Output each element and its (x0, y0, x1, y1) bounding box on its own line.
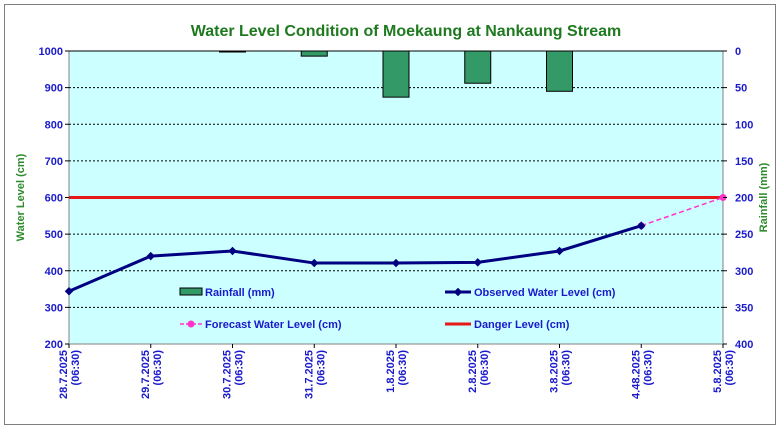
x-tick-label-line: (06:30) (724, 350, 736, 386)
legend-marker-forecast (187, 320, 195, 328)
observed-point (228, 246, 237, 256)
rainfall-bar (546, 50, 573, 92)
observed-point (64, 287, 74, 296)
rainfall-bar (300, 50, 328, 57)
x-tick-label: 30.7.2025(06:30) (222, 350, 246, 399)
x-tick-label-line: 4.48.2025 (630, 350, 642, 399)
y2-tick-label: 400 (735, 339, 753, 351)
y-tick-label: 1000 (39, 46, 63, 58)
x-tick-label-line: 2.8.2025 (467, 350, 479, 393)
y-tick-label: 300 (45, 302, 63, 314)
y2-tick-label: 350 (735, 302, 753, 314)
chart: 200 300 400 500 600 700 800 900 1000 0 50 100 150 200… (15, 23, 770, 399)
y-axis-title: Water Level (cm) (15, 153, 27, 241)
legend-label-danger: Danger Level (cm) (474, 319, 570, 331)
rainfall-bar (382, 50, 410, 98)
x-tick-label: 3.8.2025(06:30) (549, 350, 573, 393)
y2-tick-label: 0 (735, 46, 741, 58)
x-tick-label-line: (06:30) (234, 350, 246, 386)
legend-marker-observed (453, 287, 463, 297)
x-tick-label-line: 29.7.2025 (140, 350, 152, 399)
x-tick-label-line: (06:30) (315, 350, 327, 386)
y2-tick-label: 300 (735, 266, 753, 278)
x-tick-label: 4.48.2025(06:30) (630, 350, 654, 399)
rainfall-bar (464, 50, 492, 84)
x-tick-label-line: 31.7.2025 (303, 350, 315, 399)
forecast-line (641, 196, 724, 227)
x-tick-label: 5.8.2025(06:30) (712, 350, 736, 393)
x-tick-label-line: 30.7.2025 (222, 350, 234, 399)
observed-point (391, 258, 401, 268)
x-tick-label-line: 3.8.2025 (549, 350, 561, 393)
chart-frame: 200 300 400 500 600 700 800 900 1000 0 50 100 150 200… (4, 4, 776, 425)
y2-tick-label: 200 (735, 193, 753, 205)
rainfall-bar (219, 50, 246, 53)
observed-line (68, 224, 642, 293)
legend-label-observed: Observed Water Level (cm) (474, 287, 616, 299)
y2-tick-label: 250 (735, 229, 753, 241)
y2-tick-label: 100 (735, 119, 753, 131)
legend-label-forecast: Forecast Water Level (cm) (205, 319, 342, 331)
x-tick-label: 29.7.2025(06:30) (140, 350, 164, 399)
y-tick-label: 800 (45, 119, 63, 131)
y-tick-label: 400 (45, 266, 63, 278)
y-tick-label: 700 (45, 156, 63, 168)
x-tick-label-line: 28.7.2025 (58, 350, 70, 399)
x-tick-label-line: (06:30) (70, 350, 82, 386)
x-tick-label-line: 1.8.2025 (385, 350, 397, 393)
y2-tick-label: 150 (735, 156, 753, 168)
x-tick-label-line: 5.8.2025 (712, 350, 724, 393)
x-tick-label: 31.7.2025(06:30) (303, 350, 327, 399)
chart-title: Water Level Condition of Moekaung at Nan… (191, 23, 622, 40)
observed-point (146, 251, 155, 261)
y-tick-label: 900 (45, 83, 63, 95)
legend-swatch-rainfall (179, 287, 203, 296)
x-tick-label-line: (06:30) (642, 350, 654, 386)
x-tick-label-line: (06:30) (561, 350, 573, 386)
y2-tick-label: 50 (735, 83, 747, 95)
x-tick-label-line: (06:30) (397, 350, 409, 386)
x-tick-label-line: (06:30) (152, 350, 164, 386)
x-tick-label: 28.7.2025(06:30) (58, 350, 82, 399)
x-tick-label: 1.8.2025(06:30) (385, 350, 409, 393)
x-tick-label-line: (06:30) (479, 350, 491, 386)
x-tick-label: 2.8.2025(06:30) (467, 350, 491, 393)
observed-point (310, 258, 319, 268)
legend-label-rainfall: Rainfall (mm) (205, 287, 275, 299)
y-tick-label: 600 (45, 193, 63, 205)
y-tick-label: 200 (45, 339, 63, 351)
y2-axis-title: Rainfall (mm) (758, 162, 770, 232)
y-tick-label: 500 (45, 229, 63, 241)
